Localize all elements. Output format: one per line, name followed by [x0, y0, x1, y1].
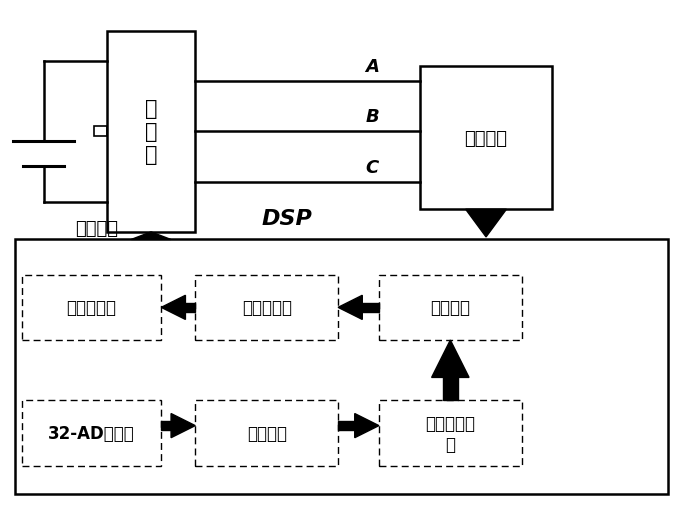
Bar	[195, 275, 338, 340]
Text: 矢量控制器: 矢量控制器	[66, 299, 117, 317]
Text: B: B	[365, 108, 379, 126]
Text: 控制信号: 控制信号	[75, 219, 118, 237]
Bar	[15, 240, 668, 493]
Text: 直流预励磁: 直流预励磁	[242, 299, 292, 317]
Text: 偏差解耦: 偏差解耦	[430, 299, 471, 317]
Text: 信号调制: 信号调制	[464, 129, 507, 147]
Text: DSP: DSP	[262, 209, 312, 228]
Polygon shape	[161, 296, 185, 320]
Polygon shape	[338, 296, 362, 320]
Text: 32-AD转换器: 32-AD转换器	[48, 424, 135, 442]
Bar	[443, 378, 458, 400]
Bar	[185, 303, 195, 313]
Text: 磁链幅值补
偿: 磁链幅值补 偿	[426, 414, 475, 452]
Text: C: C	[365, 158, 379, 176]
Bar	[22, 400, 161, 466]
Polygon shape	[171, 414, 195, 438]
Bar	[362, 303, 379, 313]
Polygon shape	[466, 210, 507, 237]
Bar	[379, 400, 522, 466]
Bar	[195, 400, 338, 466]
Bar	[420, 67, 553, 210]
Polygon shape	[131, 232, 171, 240]
Bar	[94, 127, 107, 137]
Bar	[22, 275, 161, 340]
Text: 电流计算: 电流计算	[247, 424, 287, 442]
Bar	[161, 421, 171, 431]
Polygon shape	[354, 414, 379, 438]
Bar	[379, 275, 522, 340]
Bar	[107, 31, 195, 232]
Text: 逆
变
器: 逆 变 器	[145, 99, 157, 165]
Bar	[338, 421, 354, 431]
Polygon shape	[432, 340, 469, 378]
Text: A: A	[365, 58, 379, 76]
